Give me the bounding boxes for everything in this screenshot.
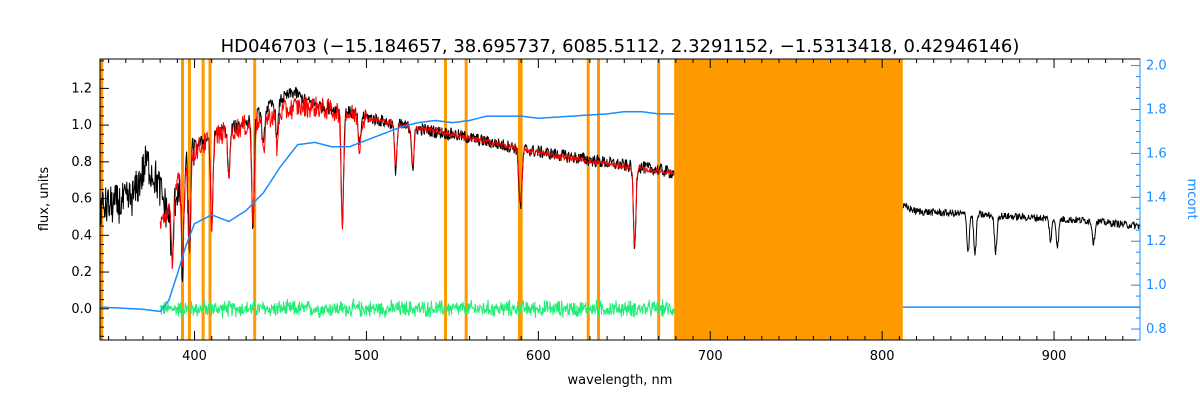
mask-line xyxy=(464,59,468,340)
y-axis-right-ticks: 0.8 1.0 1.2 1.4 1.6 1.8 2.0 xyxy=(1131,59,1167,341)
x-tick-label: 600 xyxy=(526,349,551,364)
y-tick-label: 0.4 xyxy=(71,228,92,243)
x-tick-label: 800 xyxy=(870,349,895,364)
chart-title: HD046703 (−15.184657, 38.695737, 6085.51… xyxy=(221,36,1020,57)
model-series xyxy=(159,96,675,270)
mask-line xyxy=(586,59,590,340)
y-tick-label: 0.2 xyxy=(71,265,92,280)
y-right-tick-label: 2.0 xyxy=(1146,59,1167,74)
y-tick-label: 0.6 xyxy=(71,192,92,207)
x-tick-label: 700 xyxy=(698,349,723,364)
mask-line xyxy=(444,59,448,340)
masked-regions xyxy=(674,59,903,340)
mask-line xyxy=(597,59,601,340)
y-right-tick-label: 1.6 xyxy=(1146,146,1167,161)
y-tick-label: 0.8 xyxy=(71,155,92,170)
series-layer xyxy=(99,86,1141,319)
y-right-tick-label: 1.2 xyxy=(1146,234,1167,249)
x-axis-label: wavelength, nm xyxy=(568,373,673,388)
continuum-series xyxy=(99,110,675,313)
residual-series xyxy=(159,297,675,319)
y-right-tick-label: 0.8 xyxy=(1146,322,1167,337)
y-tick-label: 0.0 xyxy=(71,302,92,317)
mask-line xyxy=(657,59,661,340)
y-right-tick-label: 1.8 xyxy=(1146,102,1167,117)
mask-line xyxy=(208,59,212,340)
x-tick-label: 500 xyxy=(354,349,379,364)
x-tick-label: 400 xyxy=(182,349,207,364)
y-axis-ticks: 0.0 0.2 0.4 0.6 0.8 1.0 1.2 xyxy=(71,60,109,337)
y-right-tick-label: 1.4 xyxy=(1146,190,1167,205)
y-axis-right-label: mcont xyxy=(1184,178,1199,219)
x-axis-ticks: 400 500 600 700 800 900 xyxy=(108,59,1141,364)
y-tick-label: 1.2 xyxy=(71,81,92,96)
masked-band xyxy=(674,59,903,340)
mask-line xyxy=(253,59,257,340)
x-tick-label: 900 xyxy=(1042,349,1067,364)
mask-line xyxy=(181,59,185,340)
y-right-tick-label: 1.0 xyxy=(1146,278,1167,293)
y-axis-label: flux, units xyxy=(37,167,52,232)
mask-line xyxy=(187,59,191,340)
mask-line xyxy=(201,59,205,340)
y-tick-label: 1.0 xyxy=(71,118,92,133)
observed-nir-series xyxy=(902,202,1141,256)
